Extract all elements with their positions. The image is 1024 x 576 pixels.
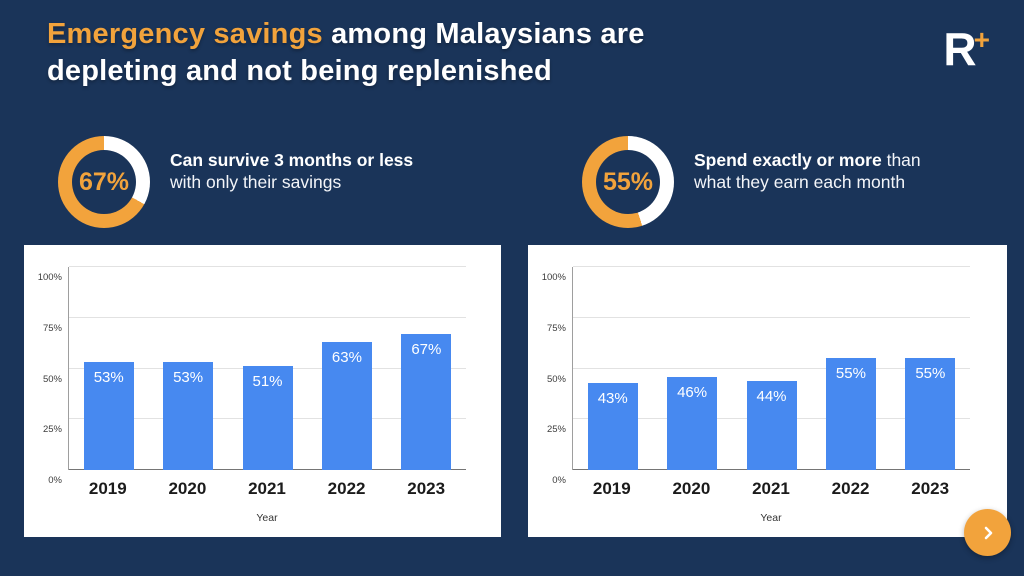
y-axis-tick-label: 0%	[552, 475, 566, 486]
gridline: 100%	[38, 266, 466, 283]
donut-chart-survive: 67%	[58, 136, 150, 228]
x-tick-label: 2019	[592, 479, 631, 498]
bar-2023: 67%	[401, 334, 452, 470]
logo-plus-icon: +	[973, 24, 990, 55]
y-axis-tick-label: 25%	[42, 424, 62, 436]
donut-value: 55%	[602, 167, 654, 196]
x-tick-label: 2023	[911, 479, 950, 498]
gridline: 100%	[542, 266, 970, 283]
bar-slot: 46%	[652, 267, 731, 470]
donut-hole	[72, 150, 136, 214]
x-tick-label: 2020	[672, 479, 711, 498]
x-tick-label: 2020	[168, 479, 207, 498]
bar-slot: 44%	[732, 267, 811, 470]
x-tick-label: 2022	[831, 479, 870, 498]
x-axis-ticks: 2019 2020 2021 2022 2023	[68, 479, 466, 499]
bar-2019: 43%	[587, 382, 638, 470]
bar-value-label: 44%	[756, 387, 787, 405]
donut-chart-spend: 55%	[582, 136, 674, 228]
x-axis-title: Year	[760, 512, 782, 524]
bar-2020: 46%	[667, 376, 718, 470]
bar-2022: 63%	[321, 342, 372, 470]
title-highlight: Emergency savings	[47, 18, 323, 50]
bar-2020: 53%	[163, 362, 214, 470]
bar-value-label: 53%	[93, 369, 124, 387]
next-button[interactable]	[964, 509, 1011, 556]
stat-description-regular: with only their savings	[170, 172, 342, 192]
bar-slot: 55%	[811, 267, 890, 470]
bar-2021: 51%	[242, 366, 293, 470]
x-tick-label: 2021	[248, 479, 286, 498]
bar-slot: 63%	[307, 267, 386, 470]
bar-2019: 53%	[83, 362, 134, 470]
gridline: 75%	[43, 316, 466, 334]
y-axis-tick-label: 75%	[42, 322, 62, 334]
bar-2023: 55%	[905, 358, 956, 470]
bar-chart-plot: 0% 25% 50% 75% 100% 53% 53% 51% 63% 67%	[38, 266, 466, 486]
bar-slot: 53%	[69, 267, 148, 470]
bar-slot: 53%	[148, 267, 227, 470]
bar-slot: 55%	[891, 267, 970, 470]
y-axis-tick-label: 75%	[546, 322, 566, 334]
y-axis-tick-label: 100%	[37, 272, 62, 283]
y-axis-tick-label: 50%	[42, 373, 62, 385]
stat-block-spend-earn: 55% Spend exactly or more than what they…	[582, 136, 946, 228]
stat-description: Spend exactly or more than what they ear…	[694, 149, 946, 193]
brand-logo: R+	[943, 23, 990, 79]
y-axis-tick-label: 0%	[48, 475, 62, 486]
bar-2022: 55%	[825, 358, 876, 470]
bars-group: 43% 46% 44% 55% 55%	[573, 267, 970, 470]
gridline: 75%	[547, 316, 970, 334]
stat-description-regular: than what they earn each month	[694, 150, 921, 192]
bar-slot: 43%	[573, 267, 652, 470]
bars-group: 53% 53% 51% 63% 67%	[69, 267, 466, 470]
bar-value-label: 53%	[173, 369, 204, 387]
bar-value-label: 51%	[252, 373, 283, 391]
page-title: Emergency savings among Malaysians are d…	[47, 16, 757, 90]
x-tick-label: 2023	[407, 479, 446, 498]
stat-block-survive-savings: 67% Can survive 3 months or less with on…	[58, 136, 422, 228]
title-rest: among Malaysians are depleting and not b…	[47, 18, 645, 87]
stat-description: Can survive 3 months or less with only t…	[170, 149, 422, 193]
donut-value: 67%	[78, 167, 130, 196]
bar-slot: 67%	[387, 267, 466, 470]
stat-description-bold: Spend exactly or more	[694, 150, 882, 170]
bar-value-label: 63%	[331, 349, 362, 367]
bar-value-label: 67%	[411, 341, 442, 358]
bar-chart-plot: 0% 25% 50% 75% 100% 43% 46% 44% 55% 55%	[542, 266, 970, 486]
x-tick-label: 2021	[752, 479, 790, 498]
y-axis-tick-label: 50%	[546, 373, 566, 385]
x-axis-ticks: 2019 2020 2021 2022 2023	[572, 479, 970, 499]
bar-2021: 44%	[746, 380, 797, 470]
gridline: 50%	[547, 367, 970, 385]
bar-value-label: 55%	[835, 365, 866, 383]
y-axis-tick-label: 25%	[546, 424, 566, 436]
donut-hole	[596, 150, 660, 214]
logo-letter: R	[943, 23, 977, 75]
bar-value-label: 55%	[915, 365, 946, 383]
x-axis-title: Year	[256, 512, 278, 524]
chart-card-spend: 0% 25% 50% 75% 100% 43% 46% 44% 55% 55% 2019 2020 2…	[528, 245, 1007, 537]
x-tick-label: 2022	[327, 479, 366, 498]
x-tick-label: 2019	[88, 479, 127, 498]
bar-slot: 51%	[228, 267, 307, 470]
stat-description-bold: Can survive 3 months or less	[170, 150, 414, 170]
y-axis-tick-label: 100%	[541, 272, 566, 283]
bar-value-label: 46%	[677, 383, 708, 401]
chart-card-survive: 0% 25% 50% 75% 100% 53% 53% 51% 63% 67% 2019 2020 2…	[24, 245, 501, 537]
bar-value-label: 43%	[597, 389, 628, 407]
chevron-right-icon	[984, 526, 992, 539]
